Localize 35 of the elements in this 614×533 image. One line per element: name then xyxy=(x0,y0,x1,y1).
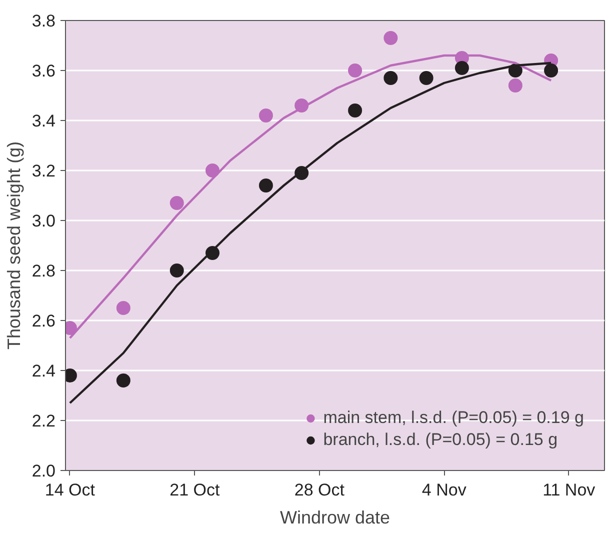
point xyxy=(384,71,398,85)
y-tick-label: 2.8 xyxy=(32,262,56,280)
y-tick-label: 2.4 xyxy=(32,362,56,380)
x-tick-label: 4 Nov xyxy=(422,480,467,500)
y-tick-label: 3.8 xyxy=(32,12,56,30)
y-tick-label: 3.4 xyxy=(32,112,56,130)
point xyxy=(116,374,130,388)
point xyxy=(258,108,273,122)
y-tick-label: 2.2 xyxy=(32,412,56,430)
y-axis-title: Thousand seed weight (g) xyxy=(4,141,24,350)
x-axis-title: Windrow date xyxy=(280,508,390,528)
point xyxy=(170,196,184,210)
y-tick-label: 3.0 xyxy=(32,212,56,230)
point xyxy=(258,178,273,192)
point xyxy=(170,264,184,278)
point xyxy=(348,64,362,78)
x-tick-label: 14 Oct xyxy=(44,480,96,500)
y-tick-label: 2.0 xyxy=(32,462,56,480)
x-tick-label: 21 Oct xyxy=(170,480,220,500)
legend-label: branch, l.s.d. (P=0.05) = 0.15 g xyxy=(323,430,558,450)
x-tick-label: 28 Oct xyxy=(294,480,345,500)
point xyxy=(419,71,434,85)
point xyxy=(348,104,362,118)
point xyxy=(544,64,558,78)
y-tick-label: 3.2 xyxy=(32,162,56,180)
point xyxy=(206,164,220,178)
legend-label: main stem, l.s.d. (P=0.05) = 0.19 g xyxy=(323,408,584,428)
point xyxy=(454,61,469,75)
y-tick-label: 3.6 xyxy=(32,62,56,80)
point xyxy=(116,301,130,315)
x-tick-label: 11 Nov xyxy=(542,480,596,500)
point xyxy=(508,78,522,92)
point xyxy=(384,31,398,45)
y-tick-label: 2.6 xyxy=(32,312,56,330)
line-series xyxy=(68,54,552,340)
